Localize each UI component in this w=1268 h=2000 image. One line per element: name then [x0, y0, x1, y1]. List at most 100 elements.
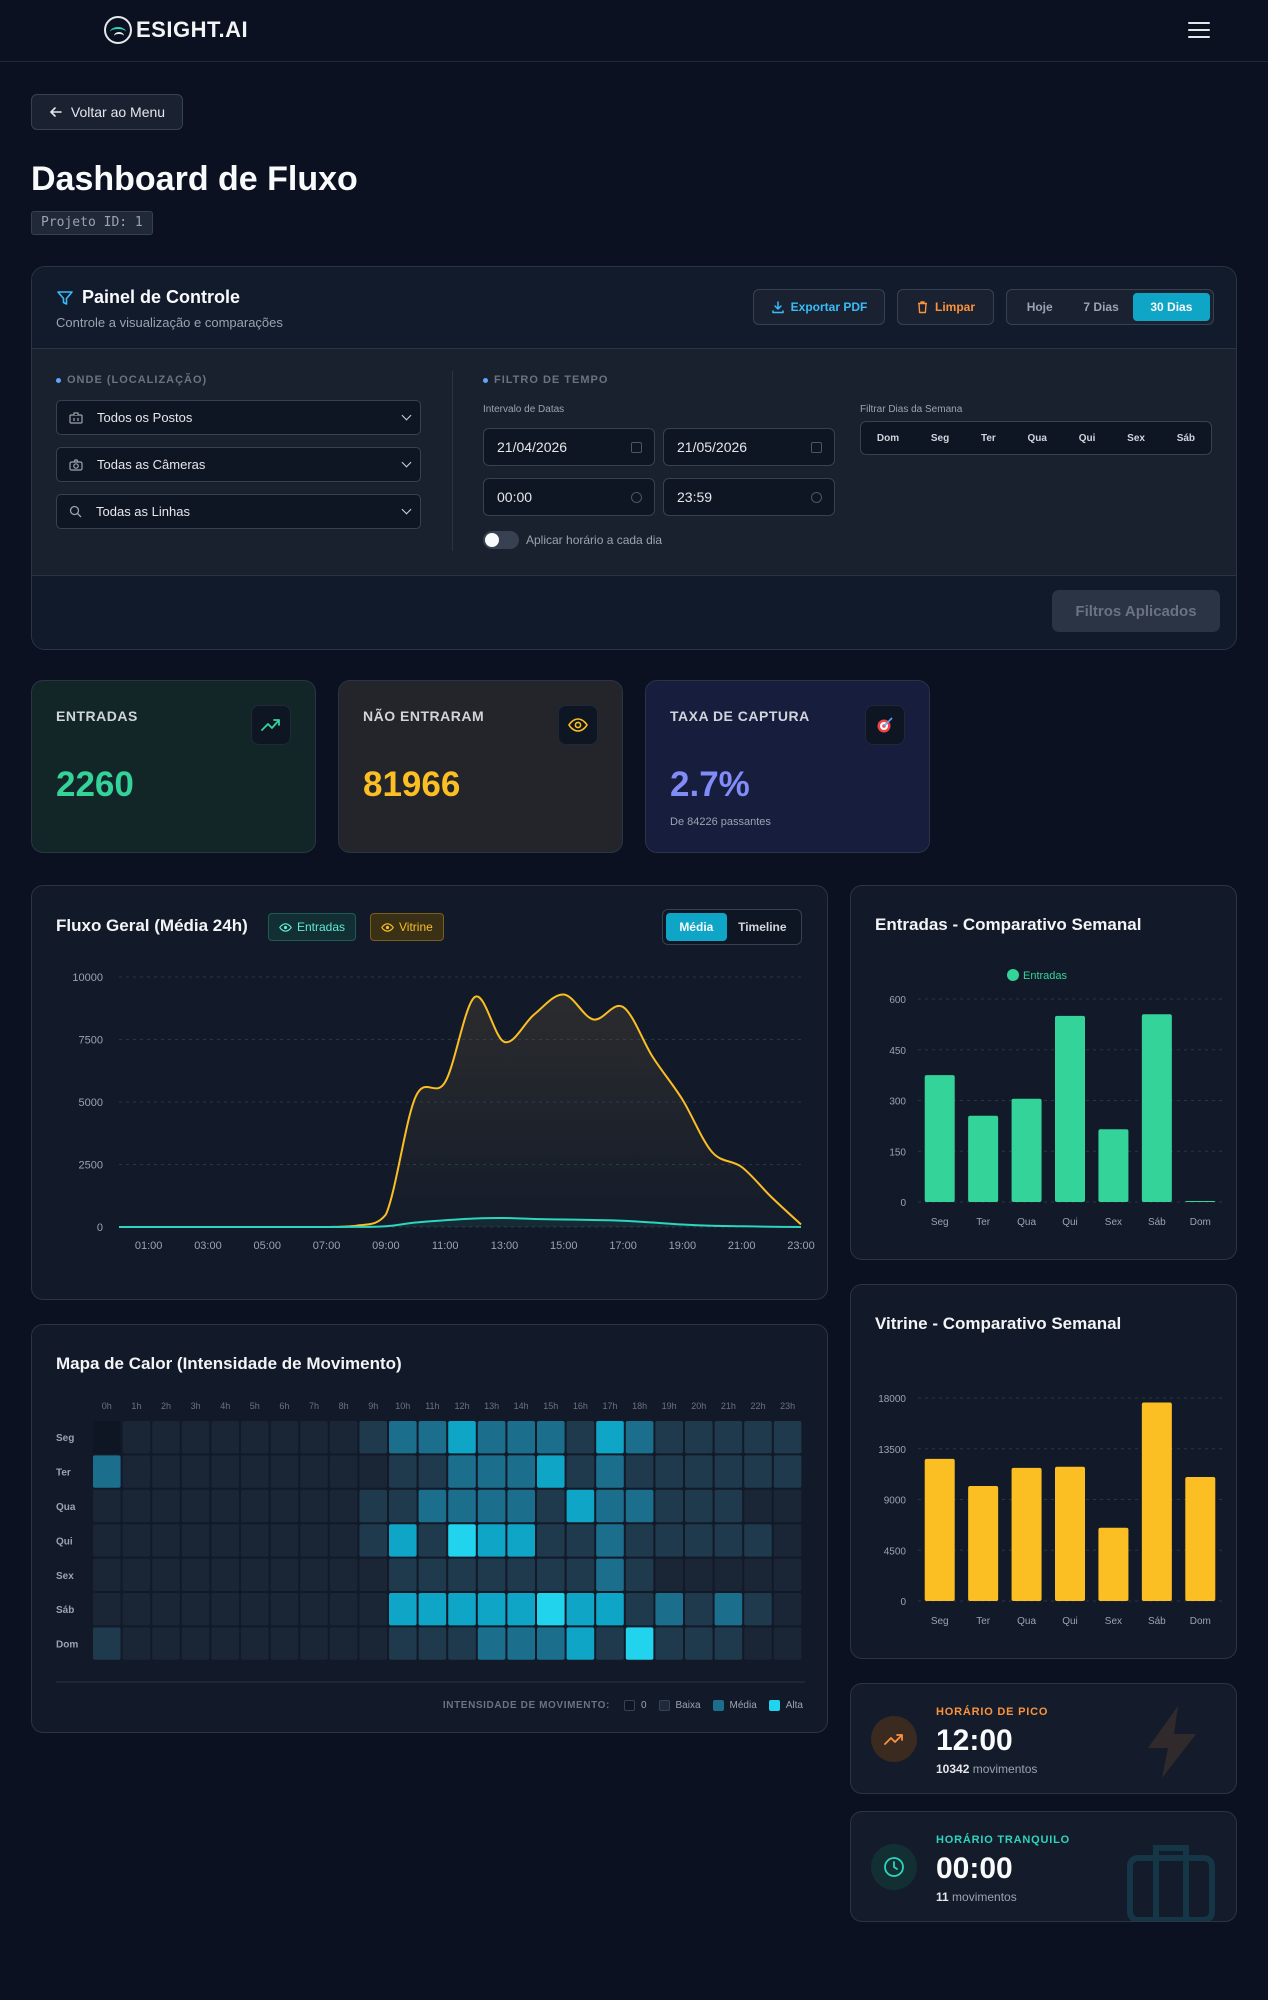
flow-x-tick-label: 11:00: [432, 1240, 459, 1252]
range-30-days-button[interactable]: 30 Dias: [1132, 293, 1210, 321]
heatmap-cell: [181, 1593, 210, 1626]
heatmap-cell: [685, 1489, 713, 1523]
post-select[interactable]: Todos os Postos: [56, 400, 421, 435]
mode-timeline-button[interactable]: Timeline: [738, 920, 787, 934]
heatmap-cell: [241, 1524, 269, 1557]
bar-y-tick-label: 0: [900, 1198, 906, 1209]
heatmap-cell: [300, 1593, 328, 1626]
line-select[interactable]: Todas as Linhas: [56, 494, 421, 529]
heatmap-column-label: 10h: [395, 1401, 410, 1411]
heatmap-cell: [241, 1593, 269, 1626]
heatmap-cell: [418, 1421, 447, 1454]
start-date-input[interactable]: 21/04/2026: [483, 428, 655, 466]
trending-up-icon: [251, 705, 291, 745]
back-label: Voltar ao Menu: [70, 104, 166, 120]
briefcase-icon: [1127, 1845, 1215, 1921]
heatmap-cell: [566, 1558, 595, 1591]
weekdays-label: Filtrar Dias da Semana: [860, 404, 963, 415]
heatmap-cell: [181, 1421, 210, 1454]
showcase-badge[interactable]: Vitrine: [370, 913, 444, 941]
clear-button[interactable]: Limpar: [897, 289, 994, 325]
heatmap-cell: [300, 1627, 328, 1660]
kpi-not-entered-value: 81966: [363, 765, 461, 804]
heatmap-column-label: 15h: [543, 1401, 558, 1411]
flow-x-tick-label: 15:00: [550, 1240, 578, 1252]
quiet-time: 00:00: [936, 1852, 1013, 1885]
heatmap-cell: [596, 1421, 624, 1454]
heatmap-cell: [685, 1627, 713, 1660]
heatmap-cell: [211, 1558, 239, 1591]
chevron-down-icon: [401, 410, 412, 421]
range-7-days-button[interactable]: 7 Dias: [1083, 300, 1119, 314]
brand-logo[interactable]: ESIGHT.AI: [104, 16, 248, 44]
heatmap-cell: [329, 1524, 358, 1557]
showcase-badge-label: Vitrine: [399, 920, 433, 934]
heatmap-cell: [122, 1524, 151, 1557]
bar-qua: [1011, 1467, 1042, 1601]
search-icon: [69, 505, 82, 518]
heatmap-cell: [300, 1558, 328, 1591]
start-time-input[interactable]: 00:00: [483, 478, 655, 516]
quiet-count: 11: [936, 1890, 949, 1904]
weekly-entries-title: Entradas - Comparativo Semanal: [875, 915, 1142, 934]
start-date-value: 21/04/2026: [497, 439, 568, 455]
heatmap-cell: [152, 1593, 180, 1626]
calendar-icon: [811, 442, 822, 453]
heatmap-cell: [329, 1558, 358, 1591]
heatmap-cell: [93, 1558, 121, 1591]
control-panel: Painel de Controle Controle a visualizaç…: [31, 266, 1237, 650]
flow-chart-title: Fluxo Geral (Média 24h): [56, 916, 248, 935]
weekday-thursday-button[interactable]: Qui: [1078, 432, 1096, 444]
kpi-capture-rate-label: TAXA DE CAPTURA: [670, 708, 810, 724]
heatmap-row-label: Ter: [56, 1468, 71, 1479]
trending-up-icon: [871, 1716, 917, 1762]
heatmap-cell: [655, 1524, 683, 1557]
range-today-button[interactable]: Hoje: [1026, 300, 1053, 314]
heatmap-cell: [122, 1455, 151, 1488]
weekday-wednesday-button[interactable]: Qua: [1027, 432, 1047, 444]
weekday-saturday-button[interactable]: Sáb: [1176, 432, 1196, 444]
weekday-sunday-button[interactable]: Dom: [876, 432, 900, 444]
weekday-filter: Dom Seg Ter Qua Qui Sex Sáb: [860, 421, 1212, 455]
quiet-hour-card: HORÁRIO TRANQUILO 00:00 11 movimentos: [850, 1811, 1237, 1922]
camera-select[interactable]: Todas as Câmeras: [56, 447, 421, 482]
hamburger-menu-icon[interactable]: [1188, 22, 1210, 38]
heatmap-column-label: 23h: [780, 1401, 795, 1411]
brand-name: ESIGHT.AI: [136, 17, 249, 42]
back-to-menu-button[interactable]: Voltar ao Menu: [31, 94, 183, 130]
heatmap-cell: [596, 1489, 624, 1523]
heatmap-row-label: Qua: [56, 1502, 76, 1513]
page-title: Dashboard de Fluxo: [31, 160, 358, 198]
mode-average-button[interactable]: Média: [666, 913, 727, 941]
heatmap-cell: [477, 1558, 506, 1591]
end-time-input[interactable]: 23:59: [663, 478, 835, 516]
heatmap-column-label: 19h: [662, 1401, 677, 1411]
apply-daily-toggle[interactable]: [483, 531, 519, 549]
heatmap-cell: [389, 1421, 417, 1454]
heatmap-cell: [537, 1627, 565, 1660]
heatmap-row-label: Sex: [56, 1571, 74, 1582]
end-date-input[interactable]: 21/05/2026: [663, 428, 835, 466]
heatmap-cell: [211, 1593, 239, 1626]
heatmap-cell: [744, 1593, 772, 1626]
bar-x-tick-label: Seg: [931, 1217, 949, 1228]
heatmap-column-label: 3h: [191, 1401, 201, 1411]
peak-time: 12:00: [936, 1724, 1013, 1757]
heatmap-cell: [744, 1524, 772, 1557]
weekday-tuesday-button[interactable]: Ter: [980, 432, 996, 444]
heatmap-cell: [655, 1421, 683, 1454]
export-pdf-button[interactable]: Exportar PDF: [753, 289, 885, 325]
bar-x-tick-label: Qui: [1062, 1616, 1078, 1627]
entries-badge[interactable]: Entradas: [268, 913, 357, 941]
filters-applied-button[interactable]: Filtros Aplicados: [1052, 590, 1220, 632]
heatmap-cell: [744, 1627, 772, 1660]
heatmap-cell: [93, 1489, 121, 1523]
end-date-value: 21/05/2026: [677, 439, 748, 455]
heatmap-cell: [655, 1455, 683, 1488]
weekday-monday-button[interactable]: Seg: [930, 432, 950, 444]
weekday-friday-button[interactable]: Sex: [1127, 432, 1145, 444]
flow-mode-toggle: Média Timeline: [662, 909, 802, 945]
heatmap-cell: [507, 1455, 535, 1488]
heatmap-cell: [152, 1489, 180, 1523]
kpi-entries-card: ENTRADAS 2260: [31, 680, 316, 853]
